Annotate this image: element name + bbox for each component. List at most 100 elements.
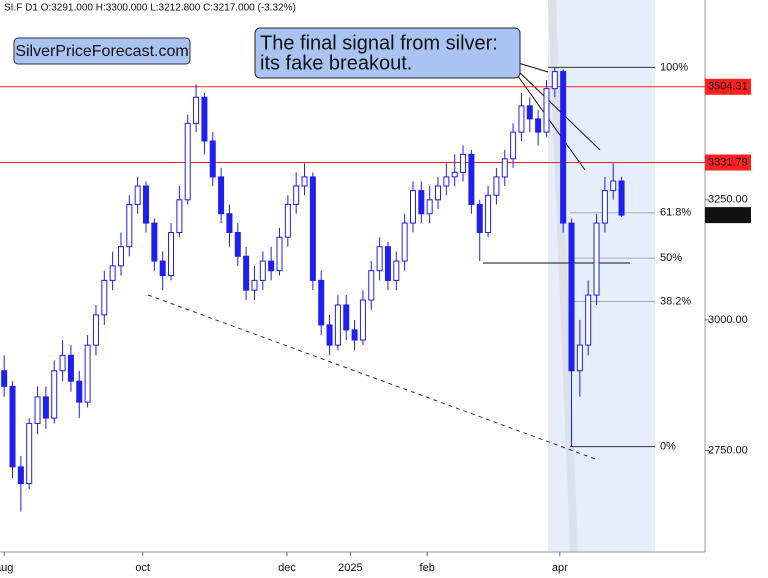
candle-body [435, 185, 442, 201]
candle-body [618, 180, 625, 216]
candle-body [92, 314, 99, 346]
candle-body [176, 199, 183, 233]
candle-body [501, 158, 508, 178]
candle-body [610, 180, 617, 192]
candle-body [543, 88, 550, 133]
candle-body [134, 185, 141, 205]
candle-body [318, 279, 325, 326]
candle-body [268, 260, 275, 272]
candle-body [226, 213, 233, 233]
candle-body [26, 422, 33, 485]
candle-body [460, 153, 467, 173]
y-tick-label: 3000.00 [708, 314, 748, 326]
trend-line [147, 294, 599, 461]
last-price-label: 3217.00 [708, 209, 748, 221]
candle-body [209, 140, 216, 178]
candle-body [284, 203, 291, 238]
candle-body [326, 324, 333, 346]
x-tick-label: apr [552, 562, 568, 574]
y-tick-label: 3250.00 [708, 194, 748, 206]
header: SI.F D1 O:3291.000 H:3300.000 L:3212.800… [4, 3, 296, 14]
candle-body [259, 260, 266, 281]
candle-body [193, 96, 200, 124]
x-tick-label: dec [278, 562, 296, 574]
candle-body [218, 176, 225, 215]
candle-body [451, 171, 458, 178]
candle-body [493, 176, 500, 196]
candle-body [101, 279, 108, 316]
callout-text: its fake breakout. [260, 52, 412, 74]
candle-body [1, 370, 8, 387]
watermark: SilverPriceForecast.com [15, 43, 188, 60]
candle-body [510, 131, 517, 160]
price-tag [705, 78, 751, 95]
candle-body [334, 304, 341, 346]
candle-body [51, 370, 58, 419]
candle-body [393, 260, 400, 281]
candle-body [535, 118, 542, 133]
candle-body [585, 294, 592, 346]
candle-body [518, 105, 525, 133]
candle-body [443, 176, 450, 187]
candle-body [201, 96, 208, 142]
fib-label: 0% [660, 441, 676, 453]
candle-body [593, 222, 600, 296]
candle-body [59, 354, 66, 372]
candle-body [384, 246, 391, 281]
candle-body [576, 344, 583, 372]
x-tick-label: oct [135, 562, 150, 574]
price-tag-label: 3331.79 [708, 156, 748, 168]
candle-body [276, 236, 283, 272]
candle-body [76, 380, 83, 403]
candle-body [551, 71, 558, 90]
candle-body [343, 304, 350, 331]
fib-label: 38.2% [660, 295, 691, 307]
candle-body [151, 222, 158, 262]
candle-body [351, 329, 358, 341]
candle-body [184, 122, 191, 201]
candle-body [9, 385, 16, 468]
fib-label: 61.8% [660, 207, 691, 219]
price-tag-label: 3504.31 [708, 81, 748, 93]
candle-body [126, 203, 133, 248]
candle-body [426, 199, 433, 215]
candle-body [485, 194, 492, 233]
candle-body [143, 185, 150, 224]
last-price-tag [705, 207, 751, 224]
candle-body [526, 105, 533, 120]
candle-body [42, 396, 49, 419]
x-tick-label: aug [0, 562, 13, 574]
candle-body [159, 260, 166, 277]
candle-body [17, 466, 24, 485]
candle-body [368, 270, 375, 301]
candle-body [234, 231, 241, 257]
candle-body [67, 354, 74, 382]
shadow-band [548, 0, 578, 552]
candle-body [251, 279, 258, 291]
candle-body [401, 222, 408, 262]
candle-body [601, 190, 608, 224]
candle-body [568, 222, 575, 372]
candle-body [409, 190, 416, 224]
x-tick-label: feb [420, 562, 435, 574]
candle-body [560, 71, 567, 224]
candle-body [168, 231, 175, 277]
callout-arrow [514, 71, 586, 171]
watermark-box [13, 37, 191, 65]
candle-body [301, 176, 308, 187]
callout-box [254, 27, 521, 79]
candle-body [293, 185, 300, 205]
callout-arrow [514, 67, 601, 151]
candle-body [117, 246, 124, 267]
candle-body [476, 203, 483, 233]
candle-body [418, 190, 425, 215]
y-tick-label: 2750.00 [708, 444, 748, 456]
candle-body [243, 255, 250, 291]
candle-body [376, 246, 383, 272]
fib-label: 50% [660, 252, 682, 264]
candle-body [84, 344, 91, 403]
candle-body [34, 396, 41, 424]
candle-body [359, 299, 366, 341]
callout: The final signal from silver: its fake b… [254, 27, 601, 171]
